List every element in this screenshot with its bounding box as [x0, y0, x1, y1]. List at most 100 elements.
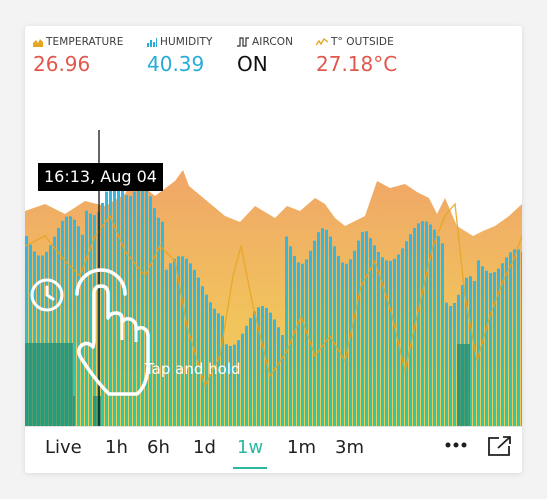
- humidity-bar: [117, 182, 120, 426]
- humidity-bar: [397, 254, 400, 426]
- humidity-bar: [473, 280, 476, 426]
- legend-temperature[interactable]: TEMPERATURE 26.96: [33, 36, 123, 76]
- humidity-bar: [225, 344, 228, 426]
- humidity-bar: [113, 179, 116, 426]
- humidity-bar: [85, 210, 88, 426]
- humidity-bar: [37, 255, 40, 426]
- humidity-bar: [277, 327, 280, 426]
- humidity-bar: [321, 228, 324, 426]
- humidity-bar: [285, 236, 288, 426]
- legend-humidity[interactable]: HUMIDITY 40.39: [147, 36, 213, 76]
- humidity-bar: [469, 276, 472, 426]
- chart-widget-card: TEMPERATURE 26.96 HUMIDITY 40.39: [25, 26, 522, 473]
- sensor-chart[interactable]: 16:13, Aug 04 Tap and hold: [25, 86, 522, 426]
- humidity-bar: [309, 250, 312, 426]
- humidity-bar: [329, 236, 332, 426]
- humidity-bar: [245, 325, 248, 426]
- humidity-bar: [237, 340, 240, 426]
- chart-canvas[interactable]: [25, 86, 522, 426]
- tab-1d[interactable]: 1d: [193, 437, 216, 458]
- humidity-bar: [281, 335, 284, 426]
- tab-1w[interactable]: 1w: [232, 433, 268, 469]
- more-icon[interactable]: [445, 442, 467, 448]
- open-external-icon[interactable]: [487, 435, 513, 457]
- humidity-bar: [253, 311, 256, 426]
- humidity-bar: [185, 258, 188, 426]
- humidity-bar: [305, 259, 308, 426]
- aircon-step-icon: [237, 37, 249, 47]
- legend-outside-temperature[interactable]: T° OUTSIDE 27.18°C: [316, 36, 397, 76]
- humidity-bar: [53, 236, 56, 426]
- humidity-bar: [157, 217, 160, 426]
- humidity-bar: [505, 257, 508, 426]
- humidity-bar: [393, 258, 396, 426]
- humidity-bar: [389, 260, 392, 426]
- humidity-bar: [481, 266, 484, 426]
- aircon-blocks: [25, 343, 470, 426]
- tab-6h[interactable]: 6h: [147, 437, 170, 458]
- aircon-on-block: [25, 343, 73, 426]
- humidity-bar: [433, 229, 436, 426]
- humidity-bar: [73, 219, 76, 426]
- humidity-bar: [141, 183, 144, 426]
- humidity-bar: [289, 246, 292, 426]
- humidity-bar: [333, 246, 336, 426]
- humidity-bar: [517, 249, 520, 426]
- humidity-bar: [161, 221, 164, 426]
- humidity-bar: [173, 258, 176, 426]
- tab-3m[interactable]: 3m: [335, 437, 364, 458]
- humidity-bar: [493, 272, 496, 426]
- humidity-bar: [177, 256, 180, 426]
- tap-hand-icon: [75, 268, 150, 396]
- humidity-bar: [365, 231, 368, 426]
- humidity-bar: [417, 223, 420, 426]
- humidity-bar: [405, 241, 408, 426]
- humidity-bar: [345, 263, 348, 426]
- humidity-bar: [373, 245, 376, 426]
- humidity-bar: [265, 307, 268, 426]
- legend-label: TEMPERATURE: [46, 36, 124, 48]
- tab-1h[interactable]: 1h: [105, 437, 128, 458]
- humidity-bar: [353, 250, 356, 426]
- humidity-bar: [385, 260, 388, 426]
- humidity-bar: [269, 312, 272, 426]
- humidity-bar: [445, 302, 448, 426]
- humidity-bar: [65, 216, 68, 426]
- humidity-bar: [409, 234, 412, 426]
- tab-1m[interactable]: 1m: [287, 437, 316, 458]
- humidity-bar: [449, 305, 452, 426]
- legend-value: 27.18°C: [316, 52, 398, 76]
- humidity-bar: [257, 307, 260, 426]
- aircon-on-block: [93, 396, 101, 426]
- humidity-bar: [125, 195, 128, 426]
- humidity-bar: [429, 224, 432, 426]
- humidity-bar: [421, 221, 424, 426]
- tab-live[interactable]: Live: [45, 437, 82, 458]
- humidity-bar: [29, 244, 32, 426]
- humidity-bar: [381, 257, 384, 426]
- humidity-bar: [249, 318, 252, 426]
- humidity-bar: [61, 220, 64, 426]
- humidity-bar: [69, 216, 72, 426]
- legend-label: T° OUTSIDE: [331, 36, 394, 48]
- humidity-bar: [89, 213, 92, 426]
- humidity-bar: [41, 255, 44, 426]
- humidity-chart-icon: [147, 38, 157, 47]
- humidity-bar: [337, 256, 340, 426]
- humidity-bar: [109, 182, 112, 426]
- humidity-bar: [133, 191, 136, 426]
- temperature-chart-icon: [33, 39, 43, 47]
- crosshair-tooltip: 16:13, Aug 04: [38, 163, 163, 191]
- humidity-bar: [229, 345, 232, 426]
- humidity-bar: [377, 252, 380, 426]
- clock-icon: [30, 278, 64, 312]
- legend-label: AIRCON: [252, 36, 294, 48]
- humidity-bar: [357, 240, 360, 426]
- aircon-on-block: [73, 396, 75, 426]
- humidity-bar: [325, 229, 328, 426]
- humidity-bar: [189, 263, 192, 426]
- legend-aircon[interactable]: AIRCON ON: [237, 36, 293, 76]
- humidity-bar: [25, 236, 28, 426]
- humidity-bar: [197, 277, 200, 426]
- legend-label: HUMIDITY: [160, 36, 213, 48]
